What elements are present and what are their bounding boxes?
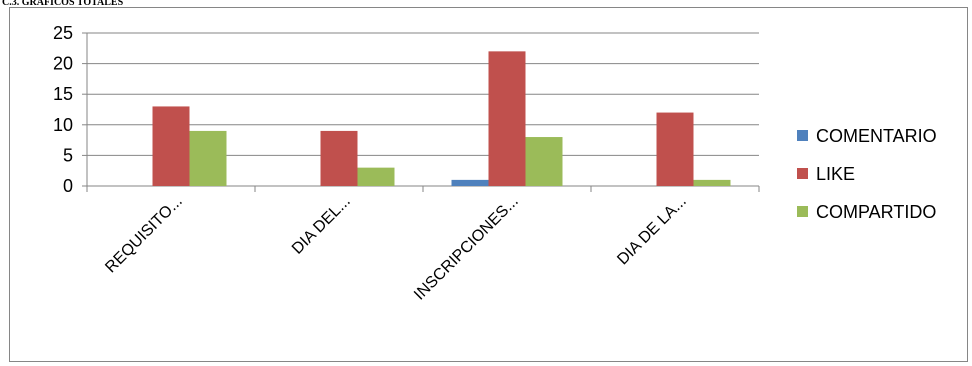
bar-compartido xyxy=(693,179,731,186)
bar-like xyxy=(320,130,358,186)
axis-labels: 0 5 10 15 20 25 REQUISITO... DIA DEL... INSCRIPC… xyxy=(53,23,690,304)
chart-frame xyxy=(9,7,968,362)
bar-compartido xyxy=(357,167,395,186)
bar-comentario xyxy=(451,179,489,186)
legend-swatch xyxy=(797,206,808,217)
y-tick-label: 0 xyxy=(63,176,73,196)
y-tick-label: 20 xyxy=(53,54,73,74)
gridlines xyxy=(87,32,759,156)
x-category-label: INSCRIPCIONES... xyxy=(411,193,522,304)
bar-compartido xyxy=(189,130,227,186)
bar-like xyxy=(656,112,694,186)
legend-label: COMPARTIDO xyxy=(816,202,936,222)
bar-like xyxy=(152,106,190,186)
legend-label: COMENTARIO xyxy=(816,126,937,146)
y-tick-label: 10 xyxy=(53,115,73,135)
bar-like xyxy=(488,51,526,186)
x-category-label: DIA DEL... xyxy=(289,193,354,258)
bar-compartido xyxy=(525,137,563,186)
legend: COMENTARIO LIKE COMPARTIDO xyxy=(797,126,937,222)
y-tick-label: 5 xyxy=(63,145,73,165)
x-category-label: DIA DE LA... xyxy=(614,193,690,269)
y-tick-label: 25 xyxy=(53,23,73,43)
legend-swatch xyxy=(797,168,808,179)
x-category-label: REQUISITO... xyxy=(102,193,185,276)
bars xyxy=(152,51,731,186)
y-tick-label: 15 xyxy=(53,84,73,104)
legend-label: LIKE xyxy=(816,164,855,184)
document-heading: C.3. GRAFICOS TOTALES xyxy=(2,0,124,8)
legend-swatch xyxy=(797,130,808,141)
